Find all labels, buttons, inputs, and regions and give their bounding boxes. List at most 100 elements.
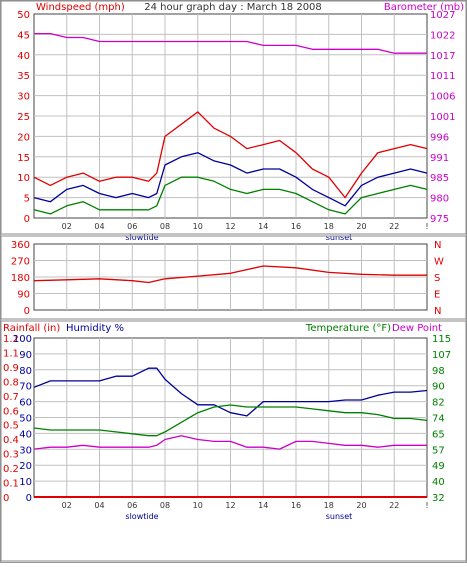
x-tick-label: 08 xyxy=(160,501,170,510)
x-tick-label: 20 xyxy=(356,222,366,231)
barometer-tick: 985 xyxy=(430,173,449,184)
rainfall-tick: 0.9 xyxy=(3,363,19,374)
rainfall-tick: 1.2 xyxy=(3,334,19,345)
barometer-line xyxy=(34,32,427,54)
x-tick-label: 16 xyxy=(291,222,301,231)
windspeed-tick: 50 xyxy=(17,10,30,21)
humidity-temperature-panel: 0 0.1 0.2 0.3 0.4 0.5 0.6 0.7 0.8 0.9 1.1 1.2 0 10 20… xyxy=(0,320,467,562)
barometer-tick: 1022 xyxy=(430,30,455,41)
rainfall-tick: 0.7 xyxy=(3,392,19,403)
x-tick-label: 16 xyxy=(291,501,301,510)
windspeed-barometer-panel: 0 5 10 15 20 25 30 35 40 45 50 975 980 985 991 996 1001… xyxy=(0,0,467,242)
x-tick-label: 18 xyxy=(324,501,334,510)
temperature-tick: 65 xyxy=(432,429,445,440)
humidity-tick: 70 xyxy=(19,382,32,393)
x-tick-label: 06 xyxy=(127,501,137,510)
x-tick-label: 04 xyxy=(94,222,104,231)
humidity-tick: 90 xyxy=(19,350,32,361)
humidity-tick: 40 xyxy=(19,429,32,440)
rainfall-tick: 0.6 xyxy=(3,406,19,417)
barometer-tick-labels: 975 980 985 991 996 1001 1006 1011 1017 1022 1027 xyxy=(430,10,455,225)
rainfall-tick: 0.2 xyxy=(3,464,19,475)
humidity-tick: 10 xyxy=(19,477,32,488)
panel-2-gridlines xyxy=(34,244,427,310)
x-tick-label: ! xyxy=(425,222,428,231)
rainfall-tick: 0.1 xyxy=(3,479,19,490)
windspeed-tick: 0 xyxy=(24,214,30,225)
humidity-tick: 100 xyxy=(13,334,32,345)
windspeed-tick: 30 xyxy=(17,92,30,103)
x-tick-label: 02 xyxy=(62,222,72,231)
humidity-tick: 60 xyxy=(19,398,32,409)
rainfall-tick: 1.1 xyxy=(3,348,19,359)
dewpoint-axis-label: Dew Point xyxy=(392,323,442,334)
direction-degree-tick: 360 xyxy=(11,240,30,251)
rainfall-axis-label: Rainfall (in) xyxy=(3,323,60,334)
windspeed-tick: 5 xyxy=(24,194,30,205)
barometer-tick: 1011 xyxy=(430,71,455,82)
barometer-tick: 975 xyxy=(430,214,449,225)
barometer-axis-label: Barometer (mb) xyxy=(384,2,464,13)
panel-1-frame xyxy=(0,0,467,235)
barometer-tick: 1017 xyxy=(430,51,455,62)
slowtide-marker-label-lower: slowtide xyxy=(125,512,158,521)
temperature-line xyxy=(33,404,428,437)
barometer-tick: 980 xyxy=(430,194,449,205)
direction-compass-tick: S xyxy=(434,273,440,284)
temperature-tick: 90 xyxy=(432,382,445,393)
direction-degree-labels: 0 90 180 270 360 xyxy=(11,240,30,317)
temperature-tick: 57 xyxy=(432,445,445,456)
windspeed-tick: 45 xyxy=(17,30,30,41)
panel-3-x-tick-labels: 02 04 06 08 10 12 14 16 18 20 22! xyxy=(62,501,429,510)
temperature-tick-labels: 32 40 49 57 65 74 82 90 98 107 115 xyxy=(432,334,451,504)
direction-degree-tick: 270 xyxy=(11,257,30,268)
x-tick-label: 18 xyxy=(324,222,334,231)
x-tick-label: 08 xyxy=(160,222,170,231)
panel-3-gridlines xyxy=(34,338,427,497)
temperature-tick: 98 xyxy=(432,366,445,377)
x-tick-label: 14 xyxy=(258,501,268,510)
windspeed-axis-label: Windspeed (mph) xyxy=(36,2,125,13)
panel-3-frame xyxy=(0,320,467,562)
x-tick-label: 22 xyxy=(389,501,399,510)
humidity-tick: 80 xyxy=(19,366,32,377)
direction-degree-tick: 180 xyxy=(11,273,30,284)
low-line xyxy=(33,176,428,215)
panel-2-frame xyxy=(0,235,467,320)
temperature-tick: 49 xyxy=(432,461,445,472)
panel-1-series xyxy=(33,32,428,215)
chart-title: 24 hour graph day : March 18 2008 xyxy=(144,2,322,13)
temperature-tick: 32 xyxy=(432,493,445,504)
humidity-tick: 20 xyxy=(19,461,32,472)
x-tick-label: 12 xyxy=(225,222,235,231)
direction-compass-tick: N xyxy=(434,306,441,317)
dewpoint-line xyxy=(33,435,427,450)
rainfall-tick-labels: 0 0.1 0.2 0.3 0.4 0.5 0.6 0.7 0.8 0.9 1.1 1.2 xyxy=(3,334,19,504)
windspeed-tick: 20 xyxy=(17,132,30,143)
windspeed-tick: 15 xyxy=(17,153,30,164)
windspeed-tick-labels: 0 5 10 15 20 25 30 35 40 45 50 xyxy=(17,10,30,225)
x-tick-label: 04 xyxy=(94,501,104,510)
x-tick-label: 22 xyxy=(389,222,399,231)
barometer-tick: 1027 xyxy=(430,10,455,21)
gust-line xyxy=(33,111,428,199)
humidity-tick-labels: 0 10 20 30 40 50 60 70 80 90 100 xyxy=(13,334,32,504)
temperature-tick: 115 xyxy=(432,334,451,345)
wind-direction-line xyxy=(33,265,427,284)
panel-3-series xyxy=(33,367,428,498)
rainfall-tick: 0 xyxy=(3,493,9,504)
panel-2-series xyxy=(33,265,427,284)
direction-compass-tick: W xyxy=(434,257,444,268)
direction-compass-tick: E xyxy=(434,290,440,301)
avg-line xyxy=(33,152,428,207)
temperature-tick: 40 xyxy=(432,477,445,488)
windspeed-tick: 10 xyxy=(17,173,30,184)
x-tick-label: 20 xyxy=(356,501,366,510)
barometer-tick: 996 xyxy=(430,132,449,143)
windspeed-tick: 40 xyxy=(17,51,30,62)
barometer-tick: 1006 xyxy=(430,92,455,103)
direction-degree-tick: 0 xyxy=(24,306,30,317)
